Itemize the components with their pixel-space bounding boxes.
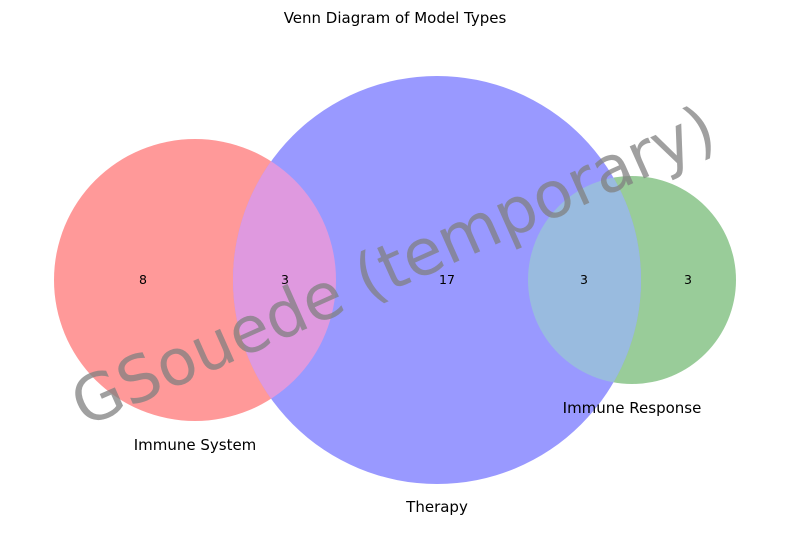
set-label-therapy: Therapy bbox=[405, 498, 468, 516]
region-count-therapy-immune-response: 3 bbox=[580, 272, 588, 287]
set-label-immune-system: Immune System bbox=[134, 436, 257, 454]
region-count-immune-system-only: 8 bbox=[139, 272, 147, 287]
set-label-immune-response: Immune Response bbox=[563, 399, 702, 417]
therapy-circle bbox=[233, 76, 641, 484]
region-count-immune-response-only: 3 bbox=[684, 272, 692, 287]
diagram-title: Venn Diagram of Model Types bbox=[284, 9, 507, 27]
region-count-therapy-only: 17 bbox=[439, 272, 455, 287]
region-count-immune-system-therapy: 3 bbox=[281, 272, 289, 287]
